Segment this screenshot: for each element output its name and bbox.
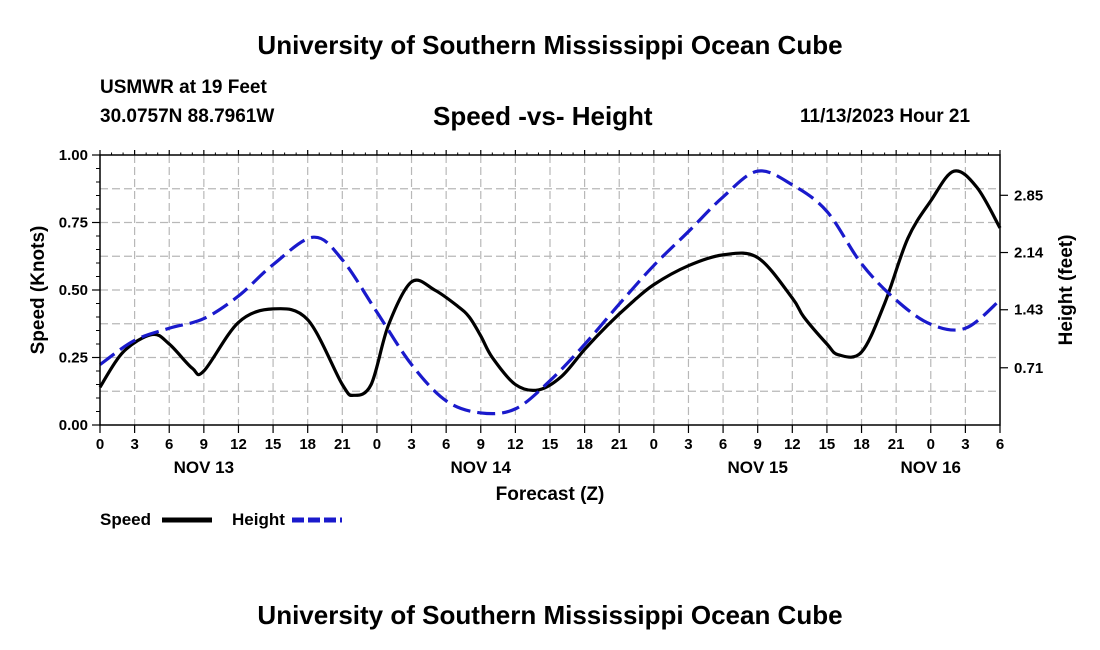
y-right-tick-label: 1.43 [1014, 302, 1043, 319]
y-left-tick-label: 0.25 [59, 350, 88, 367]
legend-speed-label: Speed [100, 510, 152, 529]
y-right-tick-label: 2.14 [1014, 245, 1044, 262]
series-line-height [99, 169, 1002, 416]
station-coordinates: 30.0757N 88.7961W [100, 106, 275, 127]
x-tick-label: 0 [373, 436, 381, 453]
x-tick-label: 18 [299, 436, 316, 453]
series-line-speed [98, 169, 1002, 397]
grid-lines [100, 155, 1000, 425]
x-tick-label: 21 [334, 436, 351, 453]
y-left-tick-label: 0.00 [59, 417, 88, 434]
station-name: USMWR at 19 Feet [100, 77, 267, 98]
day-label: NOV 15 [727, 458, 787, 477]
x-tick-label: 0 [650, 436, 658, 453]
x-axis-label: Forecast (Z) [496, 484, 605, 505]
x-tick-label: 21 [611, 436, 628, 453]
y-axis-left-label: Speed (Knots) [28, 226, 49, 355]
x-tick-label: 6 [719, 436, 727, 453]
day-label: NOV 16 [901, 458, 961, 477]
legend-height-label: Height [232, 510, 285, 529]
day-label: NOV 13 [174, 458, 234, 477]
footer-title: University of Southern Mississippi Ocean… [257, 600, 843, 630]
axis-ticks [92, 150, 1008, 433]
x-tick-label: 12 [230, 436, 247, 453]
chart-subtitle: Speed -vs- Height [433, 101, 653, 131]
x-tick-label: 18 [576, 436, 593, 453]
x-tick-label: 15 [265, 436, 282, 453]
x-tick-label: 9 [754, 436, 762, 453]
axis-labels: 0 3 6 9 12 15 18 21 0 3 6 9 12 15 18 21 0 3 6 9 12 15 18 21 0 3 6N… [59, 147, 1044, 477]
y-axis-right-label: Height (feet) [1056, 235, 1077, 346]
x-tick-label: 3 [961, 436, 969, 453]
x-tick-label: 0 [927, 436, 935, 453]
x-tick-label: 18 [853, 436, 870, 453]
x-tick-label: 12 [784, 436, 801, 453]
x-tick-label: 3 [130, 436, 138, 453]
x-tick-label: 0 [96, 436, 104, 453]
x-tick-label: 3 [407, 436, 415, 453]
x-tick-label: 6 [165, 436, 173, 453]
day-label: NOV 14 [451, 458, 512, 477]
x-tick-label: 12 [507, 436, 524, 453]
y-right-tick-label: 0.71 [1014, 360, 1043, 377]
x-tick-label: 21 [888, 436, 905, 453]
forecast-datetime: 11/13/2023 Hour 21 [800, 106, 971, 127]
y-left-tick-label: 0.75 [59, 215, 88, 232]
x-tick-label: 6 [442, 436, 450, 453]
x-tick-label: 15 [542, 436, 559, 453]
chart-title: University of Southern Mississippi Ocean… [257, 30, 843, 60]
x-tick-label: 3 [684, 436, 692, 453]
x-tick-label: 6 [996, 436, 1004, 453]
series-layer [98, 169, 1002, 416]
y-left-tick-label: 1.00 [59, 147, 88, 164]
x-tick-label: 9 [200, 436, 208, 453]
y-left-tick-label: 0.50 [59, 282, 88, 299]
x-tick-label: 9 [477, 436, 485, 453]
x-tick-label: 15 [819, 436, 836, 453]
y-right-tick-label: 2.85 [1014, 187, 1043, 204]
